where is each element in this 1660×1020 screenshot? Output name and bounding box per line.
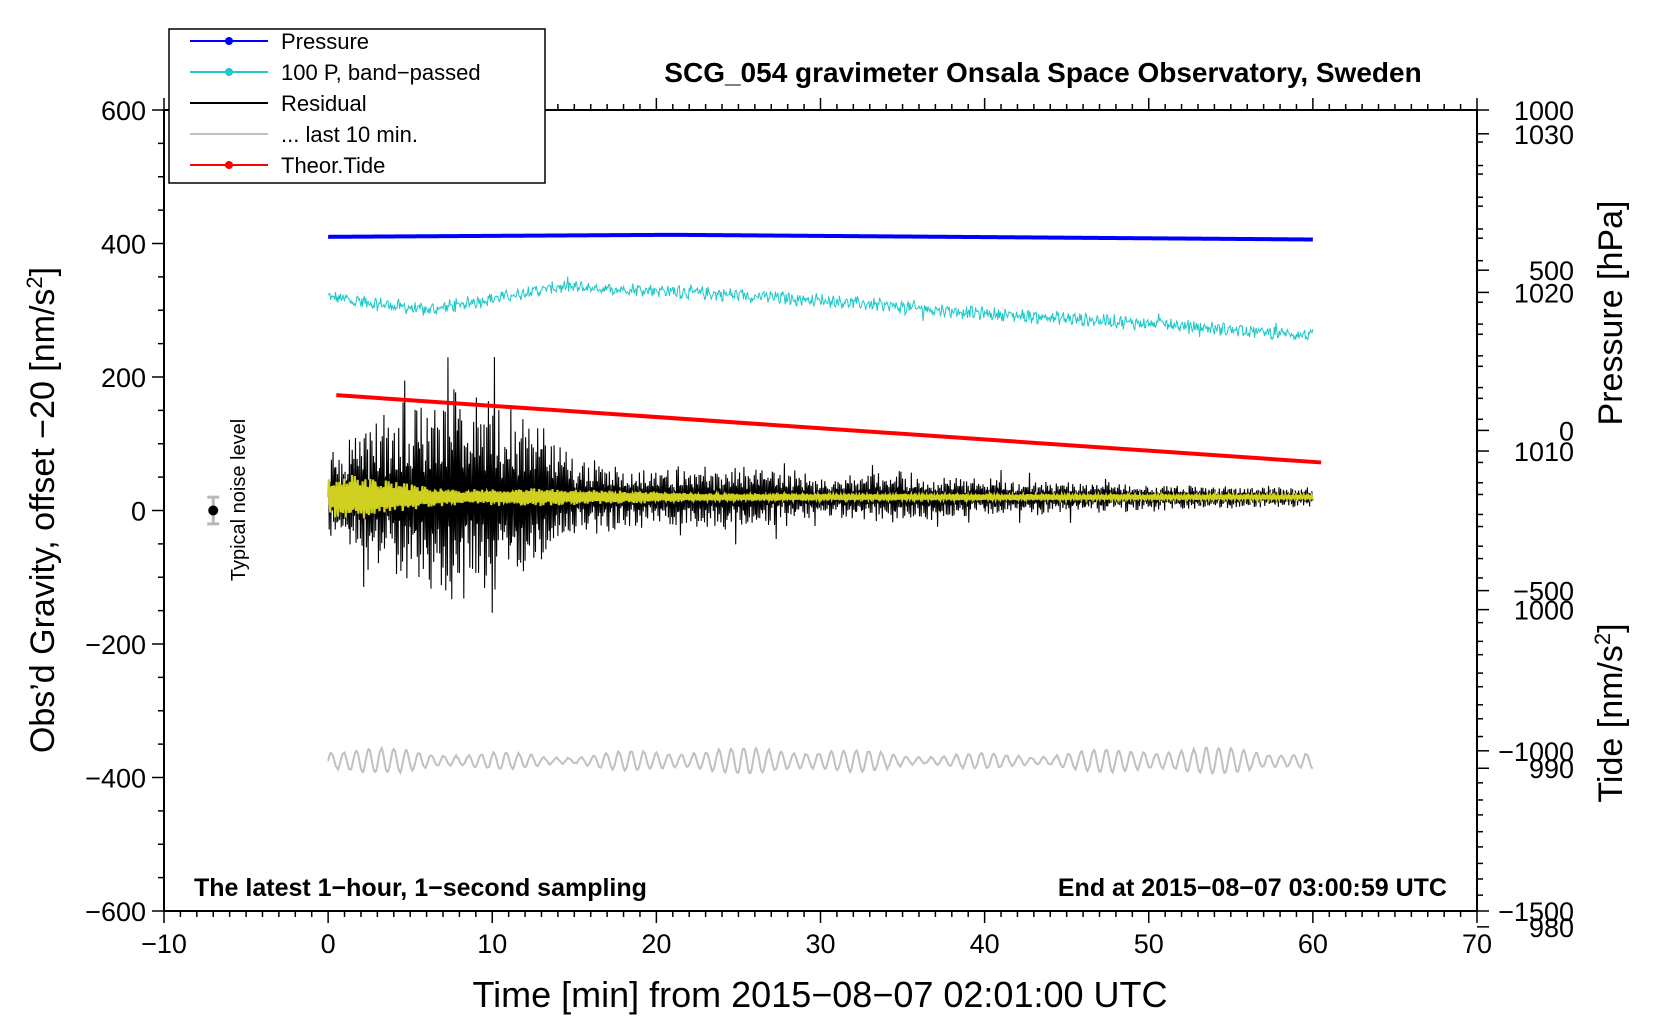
y-axis-tide-label: Tide [nm/s2] [1590, 623, 1630, 802]
pressure-tick-label: 1010 [1514, 437, 1574, 467]
y-axis-left: 600 400 200 0 −200 −400 −600 [85, 96, 164, 927]
x-tick-label: 20 [641, 929, 671, 959]
y-axis-left-label: Obs’d Gravity, offset −20 [nm/s2] [22, 267, 62, 753]
tide-tick-label: 500 [1529, 256, 1574, 286]
pressure-tick-label: 990 [1529, 754, 1574, 784]
legend-swatch-marker [225, 37, 233, 45]
series-residual-smoothed-line [327, 475, 1314, 519]
tide-tick-label: −1500 [1498, 897, 1574, 927]
y-axis-pressure-label: Pressure [hPa] [1592, 201, 1630, 426]
y-tick-label: 400 [101, 230, 146, 260]
pressure-tick-label: 1000 [1514, 596, 1574, 626]
y-tick-label: −600 [85, 897, 146, 927]
legend: Pressure 100 P, band−passed Residual ... la… [168, 28, 546, 184]
annotation-sampling: The latest 1−hour, 1−second sampling [194, 874, 647, 902]
legend-box [168, 28, 546, 184]
y-tick-label: 600 [101, 96, 146, 126]
noise-point [208, 505, 219, 516]
pressure-tick-label: 980 [1529, 913, 1574, 943]
legend-label: Residual [281, 91, 367, 116]
x-tick-label: 50 [1134, 929, 1164, 959]
x-tick-label: 40 [970, 929, 1000, 959]
y-tick-label: 0 [131, 497, 146, 527]
legend-label: 100 P, band−passed [281, 60, 481, 85]
tide-tick-label: 1000 [1514, 96, 1574, 126]
x-tick-label: 30 [805, 929, 835, 959]
legend-swatch-marker [225, 161, 233, 169]
y-tick-label: 200 [101, 363, 146, 393]
x-tick-label: −10 [141, 929, 187, 959]
annotation-end-time: End at 2015−08−07 03:00:59 UTC [1058, 874, 1447, 902]
x-tick-label: 10 [477, 929, 507, 959]
y-tick-label: −400 [85, 764, 146, 794]
x-tick-label: 60 [1298, 929, 1328, 959]
x-axis-label: Time [min] from 2015−08−07 02:01:00 UTC [472, 974, 1167, 1015]
legend-label: ... last 10 min. [281, 122, 418, 147]
series-pressure-line [328, 232, 1313, 242]
series-last-10-min-line [327, 745, 1314, 776]
series-layer [327, 232, 1322, 776]
pressure-tick-label: 1030 [1514, 120, 1574, 150]
tide-tick-label: −1000 [1498, 737, 1574, 767]
legend-swatch-marker [225, 68, 233, 76]
tide-tick-label: 0 [1559, 416, 1574, 446]
x-axis: −10 0 10 20 30 40 50 60 70 [141, 98, 1492, 959]
series-theoretical-tide-line [336, 393, 1322, 465]
x-tick-label: 0 [321, 929, 336, 959]
legend-label: Theor.Tide [281, 153, 385, 178]
noise-level-marker [207, 495, 220, 526]
legend-items: Pressure 100 P, band−passed Residual ... la… [190, 29, 481, 178]
x-tick-label: 70 [1462, 929, 1492, 959]
tide-tick-label: −500 [1513, 577, 1574, 607]
pressure-tick-label: 1020 [1514, 278, 1574, 308]
y-axis-pressure: 1030 1020 1010 1000 990 980 [1477, 120, 1574, 943]
chart-title: SCG_054 gravimeter Onsala Space Observat… [664, 57, 1421, 88]
series-residual-line [327, 356, 1314, 613]
series-bandpassed-pressure-line [327, 276, 1314, 341]
noise-level-label: Typical noise level [228, 419, 250, 581]
legend-label: Pressure [281, 29, 369, 54]
y-axis-tide: 1000 500 0 −500 −1000 −1500 [1477, 96, 1574, 927]
y-tick-label: −200 [85, 630, 146, 660]
